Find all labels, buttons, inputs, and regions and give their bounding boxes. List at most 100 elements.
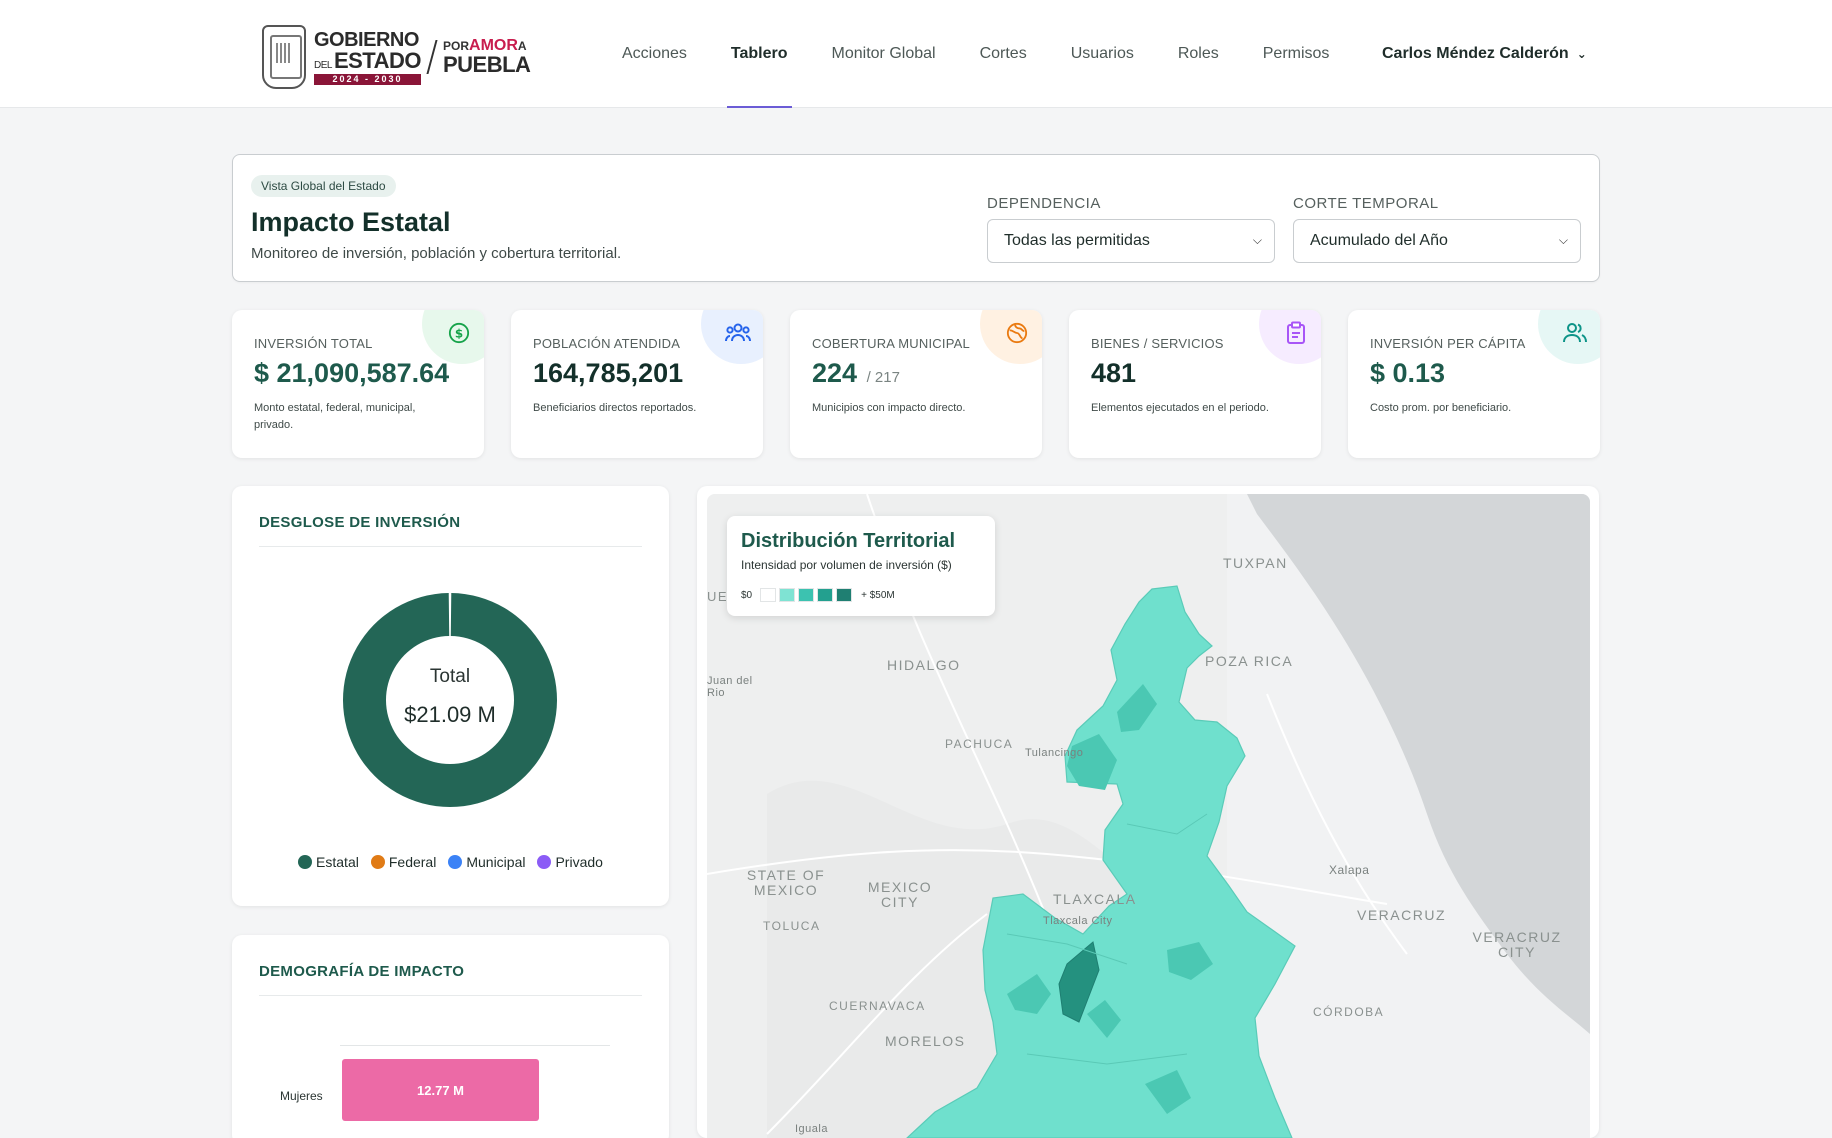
legend-label: Estatal	[316, 854, 359, 870]
user-menu[interactable]: Carlos Méndez Calderón ⌄	[1382, 0, 1587, 108]
scope-pill: Vista Global del Estado	[251, 175, 396, 197]
nav-monitor-global[interactable]: Monitor Global	[831, 45, 936, 62]
place-label: VERACRUZ	[1357, 907, 1447, 923]
kpi-description: Municipios con impacto directo.	[812, 402, 966, 414]
legend-label: Municipal	[466, 854, 526, 870]
territorial-map-panel: TUXPAN POZA RICA HIDALGO Juan del Rio PA…	[697, 486, 1599, 1138]
map-subtitle: Intensidad por volumen de inversión ($)	[741, 558, 952, 572]
kpi-card-inversion-total: $ INVERSIÓN TOTAL $ 21,090,587.64 Monto …	[232, 310, 484, 458]
kpi-label: COBERTURA MUNICIPAL	[812, 336, 970, 351]
municipality	[1067, 734, 1117, 790]
hero-card: Vista Global del Estado Impacto Estatal …	[232, 154, 1600, 282]
place-label: TOLUCA	[763, 919, 821, 933]
page-title: Impacto Estatal	[251, 207, 451, 237]
logo-years: 2024 - 2030	[314, 73, 421, 85]
legend-item-privado[interactable]: Privado	[537, 854, 603, 870]
chevron-down-icon: ⌄	[1576, 47, 1587, 61]
place-label: HIDALGO	[887, 657, 961, 673]
kpi-card-bienes-servicios: BIENES / SERVICIOS 481 Elementos ejecuta…	[1069, 310, 1321, 458]
place-label: STATE OF MEXICO	[746, 867, 826, 898]
scale-swatch	[760, 588, 777, 602]
corte-temporal-label: CORTE TEMPORAL	[1293, 195, 1439, 212]
bar-chart-axis	[340, 1045, 610, 1046]
kpi-value: 481	[1091, 358, 1137, 388]
kpi-description: Costo prom. por beneficiario.	[1370, 402, 1512, 414]
place-label: CUERNAVACA	[829, 999, 926, 1013]
place-label: POZA RICA	[1205, 653, 1294, 669]
legend-swatch	[370, 855, 385, 869]
kpi-description: Elementos ejecutados en el periodo.	[1091, 402, 1269, 414]
place-label: MEXICO CITY	[867, 879, 933, 910]
kpi-label: POBLACIÓN ATENDIDA	[533, 336, 681, 351]
place-label: Tulancingo	[1025, 747, 1084, 759]
corte-temporal-value: Acumulado del Año	[1310, 232, 1448, 249]
municipality	[1117, 684, 1157, 732]
place-label: TUXPAN	[1223, 555, 1288, 571]
main-nav: Acciones Tablero Monitor Global Cortes U…	[600, 0, 1351, 108]
government-logo[interactable]: GOBIERNO DELESTADO 2024 - 2030 PORAMORA …	[262, 24, 532, 90]
logo-del: DEL	[314, 59, 332, 71]
logo-por-amor: PORAMORA	[443, 38, 530, 54]
legend-item-federal[interactable]: Federal	[370, 854, 437, 870]
logo-estado: DELESTADO	[314, 47, 422, 73]
nav-permisos[interactable]: Permisos	[1262, 45, 1330, 62]
choropleth-map[interactable]: TUXPAN POZA RICA HIDALGO Juan del Rio PA…	[707, 494, 1590, 1138]
place-label: MORELOS	[885, 1033, 966, 1049]
dependencia-select[interactable]: Todas las permitidas ⌵	[987, 219, 1275, 263]
municipality	[1167, 942, 1213, 980]
users-icon	[1562, 320, 1588, 346]
nav-usuarios[interactable]: Usuarios	[1070, 45, 1134, 62]
chevron-down-icon: ⌵	[1558, 233, 1568, 247]
logo-gobierno: GOBIERNO	[314, 28, 419, 51]
map-title: Distribución Territorial	[741, 530, 956, 552]
kpi-value-main: 224	[812, 358, 858, 388]
donut-total-label: Total	[429, 666, 471, 687]
place-label: PACHUCA	[945, 737, 1014, 751]
panel-title: DEMOGRAFÍA DE IMPACTO	[259, 963, 465, 980]
legend-item-municipal[interactable]: Municipal	[448, 854, 525, 870]
map-legend-card: Distribución Territorial Intensidad por …	[727, 516, 995, 616]
corte-temporal-select[interactable]: Acumulado del Año ⌵	[1293, 219, 1581, 263]
donut-legend: Estatal Federal Municipal Privado	[232, 854, 669, 870]
kpi-value-total: / 217	[866, 369, 900, 386]
kpi-label: BIENES / SERVICIOS	[1091, 336, 1224, 351]
place-label: UE	[707, 589, 729, 604]
kpi-card-cobertura-municipal: COBERTURA MUNICIPAL 224 / 217 Municipios…	[790, 310, 1042, 458]
place-label: TLAXCALA	[1053, 891, 1137, 907]
dependencia-label: DEPENDENCIA	[987, 195, 1101, 212]
logo-divider	[426, 40, 438, 74]
legend-swatch	[537, 855, 552, 869]
demography-panel: DEMOGRAFÍA DE IMPACTO Mujeres 12.77 M	[232, 935, 669, 1138]
kpi-label: INVERSIÓN PER CÁPITA	[1370, 336, 1526, 351]
logo-a: A	[517, 39, 527, 53]
investment-donut-chart: Total $21.09 M	[322, 572, 578, 828]
nav-tablero[interactable]: Tablero	[726, 0, 792, 108]
logo-puebla: PUEBLA	[443, 52, 531, 77]
page-subtitle: Monitoreo de inversión, población y cobe…	[251, 245, 622, 262]
logo-estado-word: ESTADO	[333, 47, 422, 73]
bar-mujeres[interactable]: 12.77 M	[342, 1059, 540, 1121]
place-label: CÓRDOBA	[1313, 1005, 1385, 1019]
nav-acciones[interactable]: Acciones	[622, 45, 687, 62]
kpi-value: $ 21,090,587.64	[254, 358, 450, 388]
scale-min-label: $0	[741, 589, 753, 601]
donut-slice-estatal[interactable]	[343, 593, 557, 807]
nav-roles[interactable]: Roles	[1177, 45, 1219, 62]
legend-label: Federal	[388, 854, 437, 870]
kpi-value: 224 / 217	[812, 358, 900, 389]
kpi-value: $ 0.13	[1370, 358, 1446, 388]
municipality	[1145, 1070, 1191, 1114]
donut-total-value: $21.09 M	[404, 702, 496, 727]
investment-breakdown-panel: DESGLOSE DE INVERSIÓN Total $21.09 M Est…	[232, 486, 669, 906]
scale-swatch	[817, 588, 834, 602]
nav-cortes[interactable]: Cortes	[979, 45, 1027, 62]
user-name: Carlos Méndez Calderón	[1382, 45, 1569, 62]
logo-por: POR	[443, 39, 470, 53]
legend-item-estatal[interactable]: Estatal	[298, 854, 359, 870]
map-base-svg	[707, 494, 1590, 1138]
scale-swatch	[836, 588, 853, 602]
kpi-card-inversion-per-capita: INVERSIÓN PER CÁPITA $ 0.13 Costo prom. …	[1348, 310, 1600, 458]
gulf-of-mexico	[1247, 494, 1590, 1034]
kpi-card-poblacion-atendida: POBLACIÓN ATENDIDA 164,785,201 Beneficia…	[511, 310, 763, 458]
dependencia-value: Todas las permitidas	[1004, 232, 1150, 249]
